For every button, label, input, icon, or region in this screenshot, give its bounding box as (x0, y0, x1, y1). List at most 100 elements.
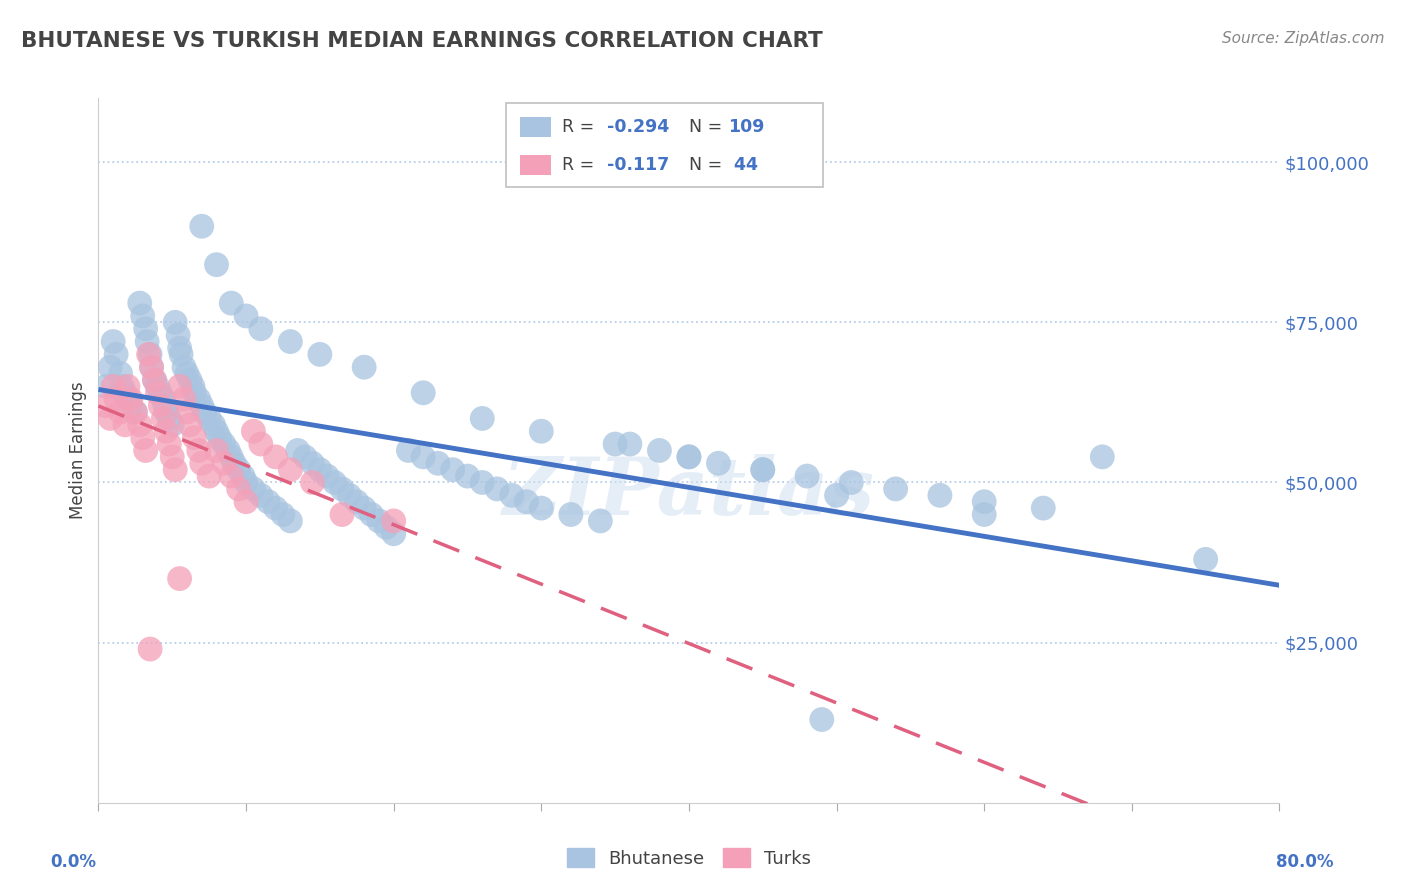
Text: N =: N = (678, 118, 727, 136)
Point (250, 488, 273, 502)
Text: 109: 109 (728, 118, 765, 136)
Point (441, 463, 464, 477)
Point (221, 469, 243, 483)
Point (141, 360, 163, 375)
Point (228, 463, 250, 477)
Point (280, 463, 302, 477)
Point (198, 469, 221, 483)
Point (257, 494, 280, 508)
Point (205, 443, 228, 458)
Text: 0.0%: 0.0% (51, 853, 96, 871)
Point (271, 508, 294, 522)
Point (187, 392, 209, 407)
Point (169, 572, 191, 586)
Point (173, 392, 195, 407)
Point (368, 514, 391, 528)
Point (212, 437, 235, 451)
Point (884, 482, 907, 496)
Point (1195, 552, 1218, 566)
Point (353, 501, 375, 516)
Point (149, 385, 172, 400)
Point (143, 373, 166, 387)
Point (132, 431, 155, 445)
Point (179, 417, 201, 432)
Point (330, 508, 353, 522)
Point (155, 424, 177, 438)
Point (146, 385, 169, 400)
Point (165, 463, 187, 477)
Legend: Bhutanese, Turks: Bhutanese, Turks (560, 841, 818, 875)
Text: Source: ZipAtlas.com: Source: ZipAtlas.com (1222, 31, 1385, 46)
Point (183, 385, 205, 400)
Text: R =: R = (562, 118, 600, 136)
Point (619, 437, 641, 451)
Point (250, 322, 273, 336)
Y-axis label: Median Earnings: Median Earnings (69, 382, 87, 519)
Text: R =: R = (562, 156, 606, 174)
Point (412, 385, 434, 400)
Point (471, 475, 494, 490)
Point (198, 411, 221, 425)
Point (111, 379, 134, 393)
Point (181, 379, 204, 393)
Point (427, 456, 450, 470)
Point (191, 456, 214, 470)
Point (138, 347, 160, 361)
Point (157, 437, 180, 451)
Point (678, 450, 700, 464)
Point (114, 385, 136, 400)
Point (1032, 501, 1054, 516)
Point (471, 411, 494, 425)
Point (128, 296, 150, 310)
Point (486, 482, 509, 496)
Point (1091, 450, 1114, 464)
Text: -0.117: -0.117 (607, 156, 669, 174)
Point (810, 713, 832, 727)
Point (457, 469, 479, 483)
Point (752, 463, 775, 477)
Point (205, 424, 228, 438)
Point (280, 514, 302, 528)
Point (143, 373, 166, 387)
Point (323, 475, 346, 490)
Point (382, 526, 405, 541)
Point (530, 424, 553, 438)
Point (187, 443, 209, 458)
Point (330, 482, 353, 496)
Point (264, 501, 287, 516)
Point (124, 405, 146, 419)
Point (110, 367, 132, 381)
Point (752, 463, 775, 477)
Point (183, 431, 205, 445)
Point (120, 392, 142, 407)
Point (309, 463, 332, 477)
Point (212, 456, 235, 470)
Point (170, 347, 193, 361)
Point (141, 360, 163, 375)
Point (152, 411, 174, 425)
Point (825, 488, 848, 502)
Point (162, 450, 183, 464)
Point (412, 450, 434, 464)
Point (589, 514, 612, 528)
Point (105, 392, 128, 407)
Point (165, 315, 187, 329)
Point (360, 508, 382, 522)
Point (208, 431, 231, 445)
Point (973, 508, 995, 522)
Text: N =: N = (678, 156, 727, 174)
Point (94, 379, 117, 393)
Point (280, 334, 302, 349)
Point (114, 417, 136, 432)
Point (179, 373, 201, 387)
Point (94, 399, 117, 413)
Point (202, 417, 225, 432)
Point (103, 379, 125, 393)
Point (232, 469, 254, 483)
Text: 44: 44 (728, 156, 758, 174)
Point (678, 450, 700, 464)
Point (110, 405, 132, 419)
Point (228, 482, 250, 496)
Point (167, 328, 190, 343)
Point (205, 258, 228, 272)
